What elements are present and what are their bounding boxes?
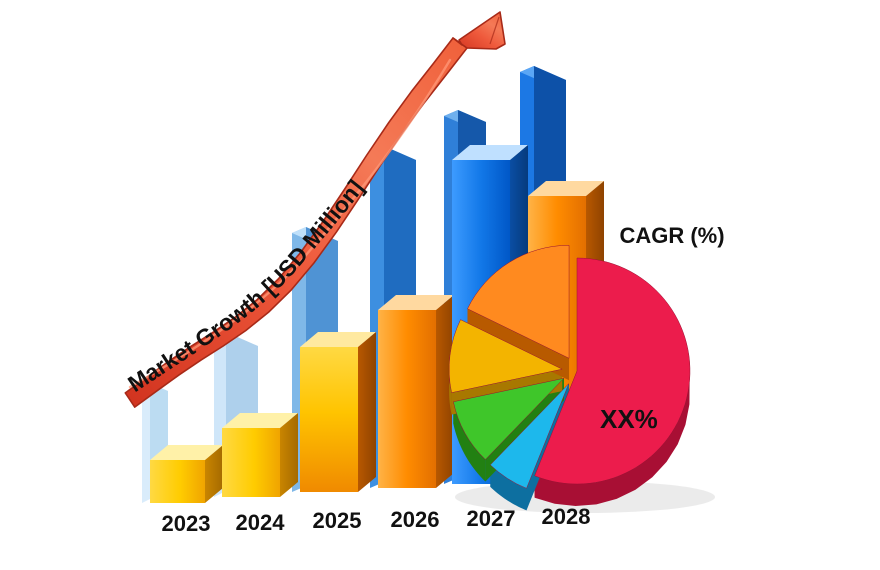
svg-text:2023: 2023 bbox=[162, 511, 211, 536]
svg-text:CAGR (%): CAGR (%) bbox=[619, 223, 724, 248]
svg-text:2027: 2027 bbox=[467, 506, 516, 531]
svg-text:2024: 2024 bbox=[236, 510, 286, 535]
svg-text:2025: 2025 bbox=[313, 508, 362, 533]
svg-text:2026: 2026 bbox=[391, 507, 440, 532]
svg-text:2028: 2028 bbox=[542, 504, 591, 529]
svg-text:XX%: XX% bbox=[600, 404, 658, 434]
